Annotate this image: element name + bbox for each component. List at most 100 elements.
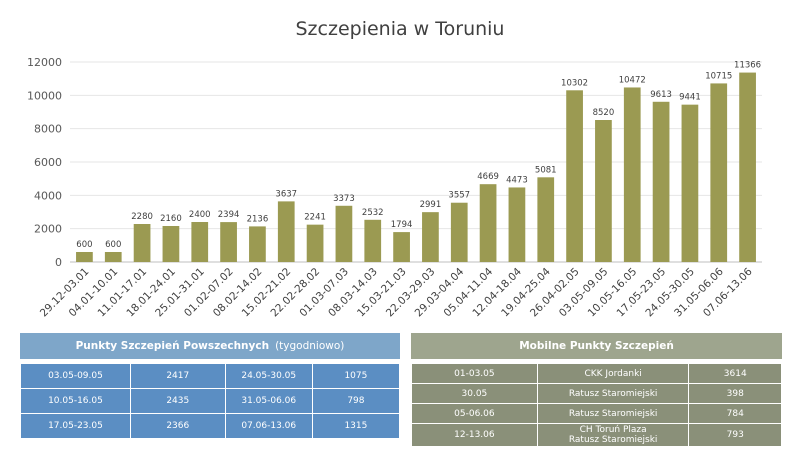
- data-label: 3637: [275, 189, 297, 199]
- table-row: 17.05-23.05 2366 07.06-13.06 1315: [20, 413, 401, 439]
- data-label: 2532: [362, 208, 384, 218]
- y-tick-label: 12000: [27, 56, 62, 69]
- bar: [681, 104, 699, 263]
- bar: [133, 224, 151, 262]
- bar: [739, 72, 756, 262]
- data-label: 9441: [679, 93, 701, 103]
- data-label: 2394: [218, 210, 240, 220]
- bar: [162, 226, 180, 262]
- table-cell: 798: [311, 388, 401, 414]
- data-label: 2136: [247, 214, 269, 224]
- bar: [393, 232, 410, 262]
- data-label: 4669: [477, 172, 499, 182]
- data-label: 4473: [506, 175, 528, 185]
- table-cell: 1315: [311, 413, 401, 439]
- table-row: 03.05-09.05 2417 24.05-30.05 1075: [20, 363, 401, 389]
- mobile-vaccination-table: 01-03.05 CKK Jordanki 3614 30.05 Ratusz …: [411, 363, 782, 447]
- table-cell: 01-03.05: [411, 363, 538, 384]
- bar: [335, 205, 353, 262]
- bar: [652, 101, 670, 263]
- place-line: Ratusz Staromiejski: [568, 435, 658, 445]
- table-row: 12-13.06 CH Toruń Plaza Ratusz Staromiejs…: [411, 423, 782, 447]
- chart-title: Szczepienia w Toruniu: [295, 18, 505, 40]
- table-cell: Ratusz Staromiejski: [536, 403, 690, 424]
- y-tick-label: 4000: [34, 189, 62, 202]
- bar: [479, 184, 497, 262]
- table-row: 30.05 Ratusz Staromiejski 398: [411, 383, 782, 404]
- data-label: 9613: [650, 90, 672, 100]
- table-cell: Ratusz Staromiejski: [536, 383, 690, 404]
- table-cell: 03.05-09.05: [20, 363, 131, 389]
- bar: [249, 226, 266, 262]
- bar: [76, 252, 93, 262]
- table-row: 10.05-16.05 2435 31.05-06.06 798: [20, 388, 401, 414]
- data-label: 2241: [304, 213, 326, 223]
- data-label: 10715: [705, 71, 732, 81]
- table-cell: 2435: [129, 388, 226, 414]
- data-label: 3557: [448, 191, 470, 201]
- table-cell: 398: [688, 383, 782, 404]
- table-cell: 3614: [688, 363, 782, 384]
- bar: [450, 202, 468, 262]
- data-label: 11366: [734, 61, 761, 71]
- table-cell: 1075: [311, 363, 401, 389]
- bar: [220, 222, 237, 262]
- general-panel-header: Punkty Szczepień Powszechnych (tygodniowo…: [20, 333, 400, 359]
- data-label: 2991: [420, 200, 442, 210]
- table-cell: CH Toruń Plaza Ratusz Staromiejski: [536, 423, 690, 447]
- bar: [104, 252, 122, 262]
- y-tick-label: 2000: [34, 223, 62, 236]
- general-vaccination-panel: Punkty Szczepień Powszechnych (tygodniowo…: [20, 333, 401, 439]
- x-tick-label: 29.12-03.01: [38, 266, 92, 320]
- bar: [537, 177, 555, 262]
- bar: [566, 90, 583, 262]
- data-label: 5081: [535, 165, 557, 175]
- bar: [623, 87, 641, 262]
- table-cell: 793: [688, 423, 782, 447]
- bar-chart: 0 2000 4000 6000 8000 10000 12000 600 29.12-03.0…: [27, 56, 762, 320]
- place-line: CH Toruń Plaza: [579, 425, 647, 435]
- table-cell: 10.05-16.05: [20, 388, 131, 414]
- table-cell: 07.06-13.06: [224, 413, 313, 439]
- data-label: 600: [105, 240, 121, 250]
- general-panel-subtitle: (tygodniowo): [275, 340, 345, 352]
- table-cell: 2366: [129, 413, 226, 439]
- bar: [595, 120, 612, 262]
- table-cell: 05-06.06: [411, 403, 538, 424]
- y-tick-label: 8000: [34, 123, 62, 136]
- table-cell: 30.05: [411, 383, 538, 404]
- bar: [508, 187, 526, 262]
- table-cell: CKK Jordanki: [536, 363, 690, 384]
- general-panel-title: Punkty Szczepień Powszechnych: [75, 340, 270, 352]
- mobile-panel-title: Mobilne Punkty Szczepień: [519, 340, 674, 352]
- table-cell: 31.05-06.06: [224, 388, 313, 414]
- data-label: 8520: [593, 108, 615, 118]
- bar: [306, 224, 324, 262]
- bar: [422, 212, 439, 262]
- y-tick-label: 6000: [34, 156, 62, 169]
- mobile-panel-header: Mobilne Punkty Szczepień: [411, 333, 782, 359]
- table-cell: 17.05-23.05: [20, 413, 131, 439]
- bar: [364, 219, 382, 262]
- bar: [710, 83, 728, 263]
- y-tick-label: 10000: [27, 89, 62, 102]
- table-row: 01-03.05 CKK Jordanki 3614: [411, 363, 782, 384]
- table-cell: 12-13.06: [411, 423, 538, 447]
- data-label: 2400: [189, 210, 211, 220]
- data-label: 2280: [131, 212, 153, 222]
- mobile-vaccination-panel: Mobilne Punkty Szczepień 01-03.05 CKK Jo…: [411, 333, 782, 447]
- table-cell: 24.05-30.05: [224, 363, 313, 389]
- data-label: 10302: [561, 78, 588, 88]
- bar: [191, 222, 209, 262]
- general-vaccination-table: 03.05-09.05 2417 24.05-30.05 1075 10.05-…: [20, 363, 401, 439]
- table-cell: 2417: [129, 363, 226, 389]
- data-label: 10472: [619, 75, 646, 85]
- data-label: 1794: [391, 220, 413, 230]
- table-row: 05-06.06 Ratusz Staromiejski 784: [411, 403, 782, 424]
- data-label: 600: [76, 240, 92, 250]
- y-tick-label: 0: [55, 256, 62, 269]
- bar: [277, 201, 295, 262]
- data-label: 2160: [160, 214, 182, 224]
- table-cell: 784: [688, 403, 782, 424]
- data-label: 3373: [333, 194, 355, 204]
